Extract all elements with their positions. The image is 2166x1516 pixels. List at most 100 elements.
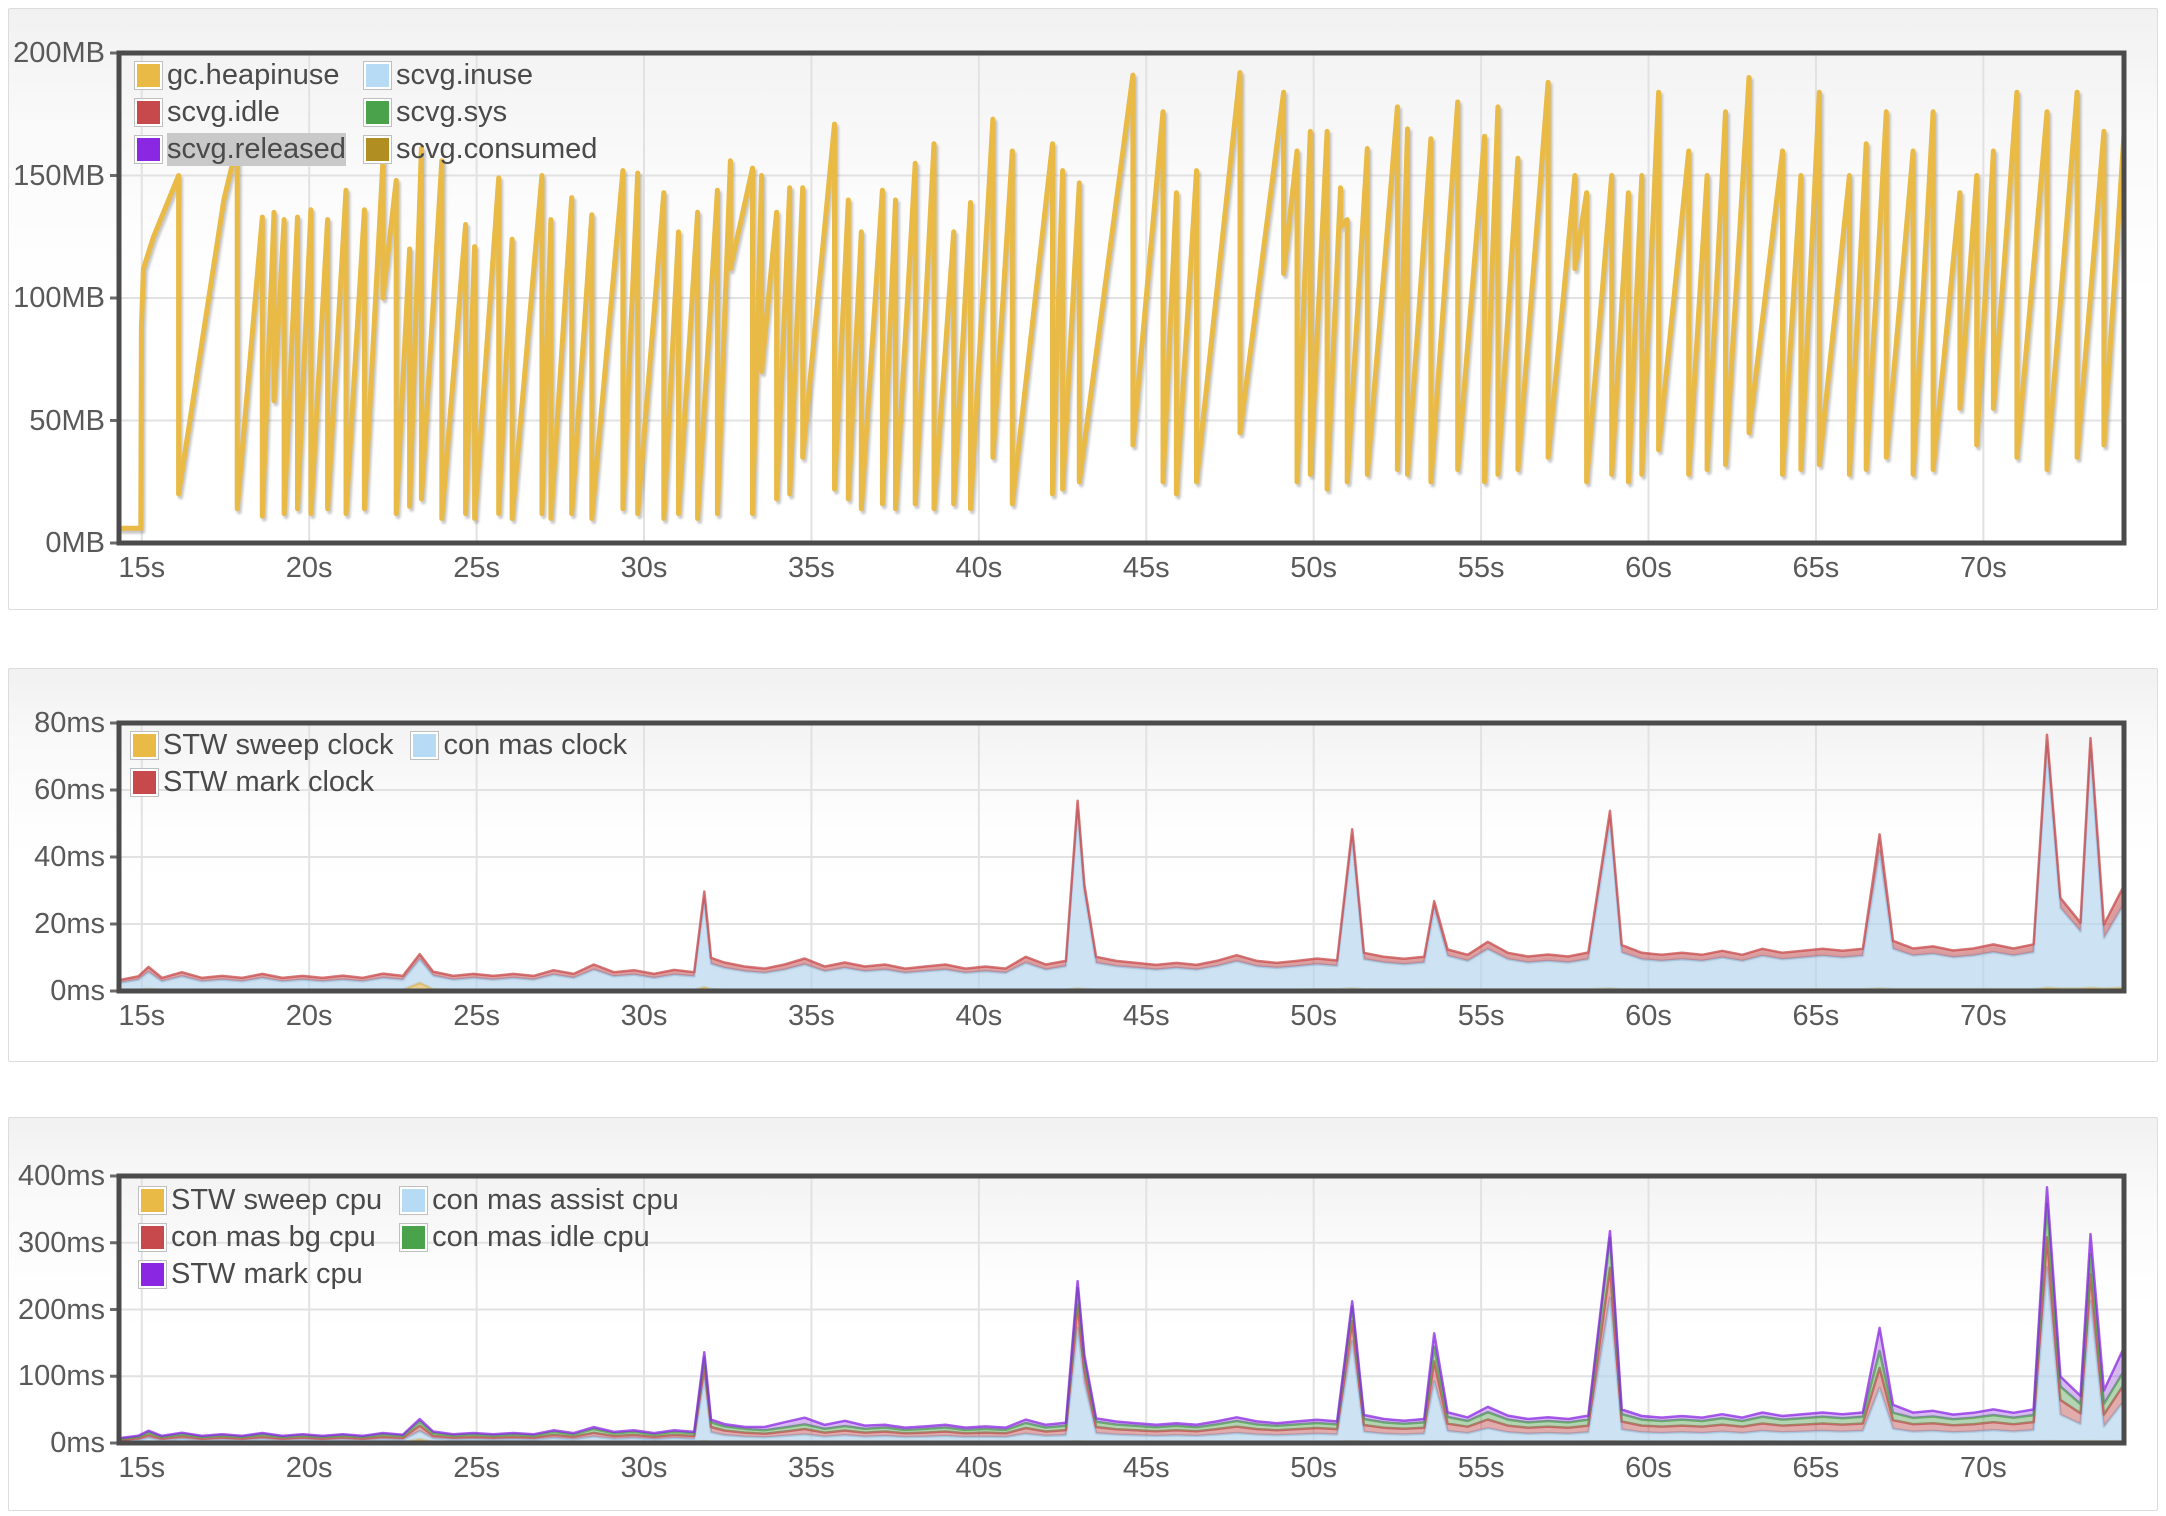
y-tick-label: 50MB xyxy=(29,404,105,437)
x-tick-label: 60s xyxy=(1625,552,1672,584)
legend-item[interactable]: scvg.released xyxy=(134,131,346,168)
band-edge-con mas assist cpu xyxy=(119,1266,2124,1443)
x-tick-label: 35s xyxy=(788,1452,835,1484)
legend-item[interactable]: scvg.inuse xyxy=(362,57,598,94)
y-tick-label: 100MB xyxy=(13,282,105,314)
gc-cpu-chart-panel: 0ms 100ms 200ms 300ms 400ms 15s 20s 25s 30s 35s 40… xyxy=(8,1117,2158,1511)
legend-item[interactable]: scvg.consumed xyxy=(362,131,598,168)
x-tick-label: 65s xyxy=(1792,1452,1840,1484)
x-tick-label: 20s xyxy=(285,1452,333,1484)
plot-border xyxy=(116,1173,2127,1446)
y-tick-label: 200ms xyxy=(17,1293,105,1326)
legend-label: con mas clock xyxy=(443,729,628,761)
x-tick-label: 20s xyxy=(285,1000,333,1032)
x-tick-label: 70s xyxy=(1959,552,2007,584)
y-tick-label: 200MB xyxy=(13,37,105,69)
legend-item[interactable]: gc.heapinuse xyxy=(134,57,346,94)
legend-label: STW sweep clock xyxy=(163,729,394,761)
band-STW mark cpu xyxy=(119,1187,2124,1439)
x-tick-label: 20s xyxy=(285,552,333,584)
legend-item[interactable]: STW sweep clock xyxy=(130,727,394,764)
x-tick-label: 45s xyxy=(1122,1000,1170,1032)
y-tick-label: 300ms xyxy=(17,1226,105,1259)
x-tick-label: 45s xyxy=(1122,552,1170,584)
plot-border xyxy=(116,720,2127,994)
legend-label: STW sweep cpu xyxy=(171,1184,383,1216)
x-tick-label: 50s xyxy=(1290,552,1338,584)
x-tick-label: 25s xyxy=(453,1452,500,1484)
x-tick-label: 40s xyxy=(955,1000,1003,1032)
legend-item[interactable]: con mas bg cpu xyxy=(138,1219,382,1256)
x-tick-label: 55s xyxy=(1457,1000,1505,1032)
x-tick-label: 35s xyxy=(788,552,835,584)
legend-item[interactable]: scvg.sys xyxy=(362,94,598,131)
legend-label: STW mark cpu xyxy=(171,1258,363,1290)
x-tick-label: 55s xyxy=(1457,1452,1505,1484)
band-edge-STW mark cpu xyxy=(119,1186,2124,1440)
legend-label: con mas idle cpu xyxy=(432,1221,650,1253)
legend-swatch-icon[interactable] xyxy=(410,731,440,760)
legend-label: scvg.idle xyxy=(167,96,280,128)
series-gc.heapinuse xyxy=(119,70,2124,531)
legend-label: gc.heapinuse xyxy=(167,59,340,91)
y-tick-label: 0ms xyxy=(50,1427,105,1459)
legend-swatch-icon[interactable] xyxy=(130,768,159,797)
legend-swatch-icon[interactable] xyxy=(399,1223,429,1252)
legend-label: scvg.consumed xyxy=(395,133,598,165)
gc-pause-cpu-plot[interactable] xyxy=(9,1118,2159,1512)
band-con mas clock xyxy=(119,746,2124,990)
y-tick-label: 0MB xyxy=(45,527,105,559)
x-tick-label: 45s xyxy=(1122,1452,1170,1484)
gc-pause-clock-plot[interactable] xyxy=(9,669,2159,1063)
x-tick-label: 30s xyxy=(620,1000,668,1032)
legend-swatch-icon[interactable] xyxy=(362,61,392,90)
chart-legend: STW sweep cpu con mas bg cpu STW mark cpu c… xyxy=(138,1182,679,1293)
legend-item[interactable]: STW mark cpu xyxy=(138,1256,382,1293)
legend-swatch-icon[interactable] xyxy=(130,731,159,760)
x-tick-label: 15s xyxy=(118,1000,166,1032)
legend-label: con mas assist cpu xyxy=(432,1184,679,1216)
y-tick-label: 400ms xyxy=(17,1160,105,1192)
x-tick-label: 55s xyxy=(1457,552,1505,584)
y-tick-label: 20ms xyxy=(34,908,105,940)
legend-item[interactable]: STW mark clock xyxy=(130,764,393,801)
legend-swatch-icon[interactable] xyxy=(138,1186,167,1215)
legend-label: scvg.inuse xyxy=(395,59,533,91)
x-tick-label: 30s xyxy=(620,552,668,584)
x-tick-label: 60s xyxy=(1625,1452,1672,1484)
legend-item[interactable]: con mas clock xyxy=(410,727,628,764)
chart-legend: gc.heapinuse scvg.idle scvg.released scvg.i… xyxy=(134,57,598,168)
legend-item[interactable]: con mas idle cpu xyxy=(399,1219,679,1256)
legend-swatch-icon[interactable] xyxy=(134,98,163,127)
legend-swatch-icon[interactable] xyxy=(362,98,392,127)
chart-legend: STW sweep clock STW mark clock con mas clo… xyxy=(130,727,628,801)
y-tick-label: 150MB xyxy=(13,159,105,192)
plot-border xyxy=(116,50,2127,546)
legend-swatch-icon[interactable] xyxy=(138,1260,167,1289)
x-tick-label: 50s xyxy=(1290,1452,1338,1484)
gc-memory-plot[interactable] xyxy=(9,9,2159,611)
x-tick-label: 50s xyxy=(1290,1000,1338,1032)
legend-item[interactable]: scvg.idle xyxy=(134,94,346,131)
y-tick-label: 0ms xyxy=(50,975,105,1007)
x-tick-label: 35s xyxy=(788,1000,835,1032)
legend-label: scvg.released xyxy=(167,133,346,166)
y-tick-label: 80ms xyxy=(34,707,105,739)
legend-item[interactable]: con mas assist cpu xyxy=(399,1182,679,1219)
legend-swatch-icon[interactable] xyxy=(362,135,392,164)
y-tick-label: 100ms xyxy=(17,1360,105,1393)
legend-label: scvg.sys xyxy=(395,96,508,128)
legend-swatch-icon[interactable] xyxy=(134,135,163,164)
legend-label: con mas bg cpu xyxy=(171,1221,376,1253)
x-tick-label: 65s xyxy=(1792,1000,1840,1032)
x-tick-label: 70s xyxy=(1959,1452,2007,1484)
x-tick-label: 25s xyxy=(453,552,500,584)
x-tick-label: 15s xyxy=(118,1452,166,1484)
legend-swatch-icon[interactable] xyxy=(134,61,163,90)
legend-item[interactable]: STW sweep cpu xyxy=(138,1182,383,1219)
x-tick-label: 40s xyxy=(955,552,1003,584)
y-tick-label: 40ms xyxy=(34,841,105,873)
legend-swatch-icon[interactable] xyxy=(399,1186,429,1215)
legend-swatch-icon[interactable] xyxy=(138,1223,167,1252)
